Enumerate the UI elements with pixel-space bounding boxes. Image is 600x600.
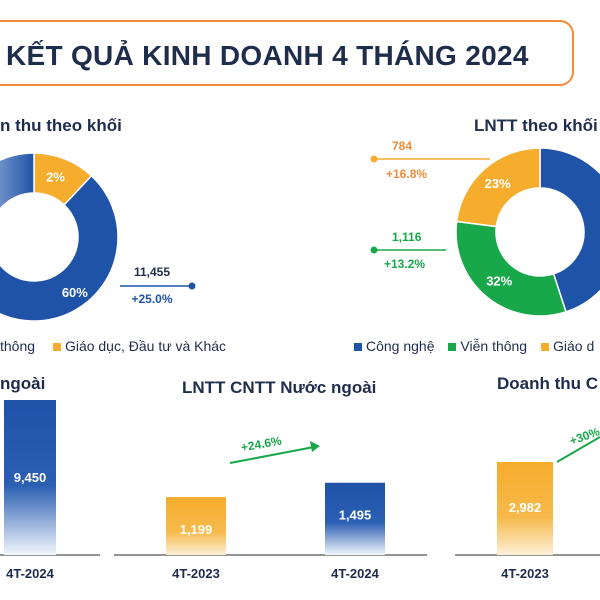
category-label: 4T-2023: [501, 566, 549, 581]
callout-change: +25.0%: [131, 292, 172, 306]
donut-slice: [539, 147, 600, 313]
legend-swatch-blue: [354, 343, 362, 351]
legend-item-label: Viễn thông: [460, 338, 528, 354]
category-label: 4T-2023: [172, 566, 220, 581]
growth-arrow: [229, 446, 315, 464]
callout-dot: [370, 246, 378, 254]
bar-label: 2,982: [509, 500, 542, 515]
bar-label: 1,199: [180, 522, 213, 537]
slice-label: 32%: [486, 273, 512, 288]
legend-swatch-orange: [541, 343, 549, 351]
bar: [497, 462, 553, 555]
left-bar-title: ngoài: [0, 374, 46, 393]
growth-label: +24.6%: [240, 434, 283, 455]
bar-label: 1,495: [339, 508, 372, 523]
legend-revenue: thông Giáo dục, Đầu tư và Khác: [0, 338, 226, 354]
legend-item-label: Giáo d: [553, 338, 595, 354]
callout-value: 11,455: [134, 265, 170, 279]
title-frame: [0, 20, 574, 86]
legend-item-label: Giáo dục, Đầu tư và Khác: [64, 338, 227, 354]
legend-item-label: Công nghệ: [366, 338, 435, 354]
legend-item-label: thông: [0, 338, 36, 354]
revenue-by-block-title: n thu theo khối: [0, 116, 122, 135]
right-bar-title: Doanh thu C: [497, 374, 599, 393]
bar: [166, 497, 226, 555]
pbt-it-overseas-title: LNTT CNTT Nước ngoài: [182, 378, 377, 397]
legend-pbt: Công nghệ Viễn thông Giáo d: [354, 338, 594, 354]
callout-value: 784: [392, 139, 412, 153]
slice-label: 23%: [485, 176, 511, 191]
donut-slice: [0, 152, 35, 211]
bar: [325, 482, 385, 555]
callout-dot: [188, 282, 196, 290]
callout-value: 1,116: [392, 230, 422, 244]
page-title: KẾT QUẢ KINH DOANH 4 THÁNG 2024: [6, 40, 529, 71]
growth-label: +30%: [568, 424, 600, 448]
revenue-donut: 2% 60%: [0, 152, 119, 322]
pbt-by-block-title: LNTT theo khối: [474, 116, 598, 135]
legend-swatch-orange: [52, 343, 61, 351]
category-label: 4T-2024: [6, 566, 54, 581]
growth-arrowhead: [310, 441, 320, 452]
callout-dot: [370, 155, 378, 163]
pbt-donut: 432%23%: [455, 147, 600, 317]
slice-label: 2%: [46, 169, 65, 184]
category-label: 4T-2024: [331, 566, 379, 581]
legend-swatch-green: [448, 343, 457, 351]
donut-slice: [0, 174, 119, 322]
bar-label: 9,450: [14, 470, 47, 485]
slice-label: 60%: [62, 285, 88, 300]
growth-arrow: [556, 436, 600, 463]
donut-slice: [455, 147, 541, 228]
callout-change: +16.8%: [386, 167, 427, 181]
callout-change: +13.2%: [384, 257, 425, 271]
bar: [4, 400, 56, 555]
donut-slice: [455, 220, 567, 317]
